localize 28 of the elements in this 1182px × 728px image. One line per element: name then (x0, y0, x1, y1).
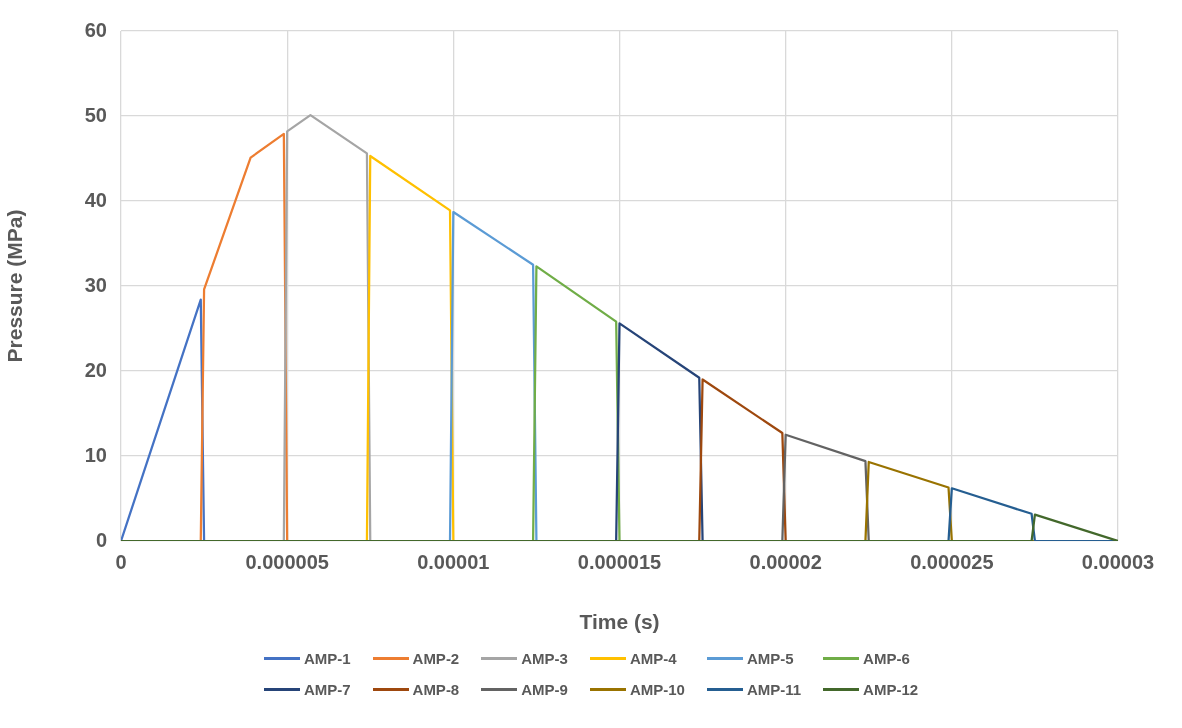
legend-label: AMP-10 (629, 681, 685, 698)
x-tick-label: 0 (115, 550, 127, 573)
x-tick-label: 0.00002 (749, 550, 822, 573)
legend-label: AMP-5 (746, 650, 794, 667)
legend-label: AMP-8 (412, 681, 460, 698)
y-tick-label: 20 (84, 358, 107, 381)
y-tick-label: 0 (95, 528, 107, 551)
y-tick-label: 50 (84, 103, 107, 126)
x-axis-title: Time (s) (579, 610, 660, 634)
x-tick-label: 0.000005 (245, 550, 329, 573)
y-tick-label: 40 (84, 188, 107, 211)
x-tick-label: 0.00003 (1081, 550, 1155, 573)
x-tick-label: 0.000015 (577, 550, 662, 573)
x-tick-label: 0.000025 (910, 550, 994, 573)
legend-label: AMP-11 (746, 681, 802, 698)
y-tick-label: 30 (84, 273, 107, 296)
legend-label: AMP-6 (863, 650, 910, 667)
legend-label: AMP-9 (521, 681, 568, 698)
y-tick-label: 10 (84, 443, 107, 466)
legend-label: AMP-2 (412, 650, 460, 667)
y-tick-label: 60 (84, 18, 107, 41)
y-axis-title: Pressure (MPa) (3, 209, 27, 363)
legend-label: AMP-7 (303, 681, 351, 698)
legend-label: AMP-12 (863, 681, 919, 698)
legend-label: AMP-4 (629, 650, 677, 667)
legend-label: AMP-3 (521, 650, 568, 667)
legend-label: AMP-1 (303, 650, 351, 667)
x-tick-label: 0.00001 (417, 550, 490, 573)
